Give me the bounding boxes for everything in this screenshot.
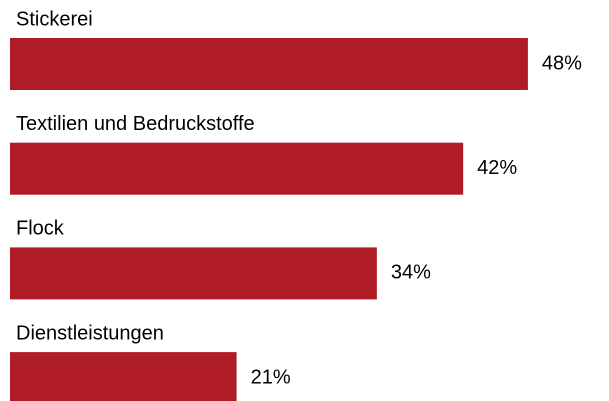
value-label: 21%	[251, 366, 291, 388]
bar	[10, 142, 464, 195]
value-label: 48%	[542, 52, 582, 74]
category-label: Textilien und Bedruckstoffe	[16, 113, 255, 135]
bar	[10, 247, 377, 300]
category-label: Stickerei	[16, 8, 93, 30]
category-label: Flock	[16, 218, 65, 240]
category-label: Dienstleistungen	[16, 322, 164, 344]
bar	[10, 38, 528, 90]
bar	[10, 352, 237, 401]
value-label: 42%	[477, 157, 517, 179]
value-label: 34%	[391, 262, 431, 284]
